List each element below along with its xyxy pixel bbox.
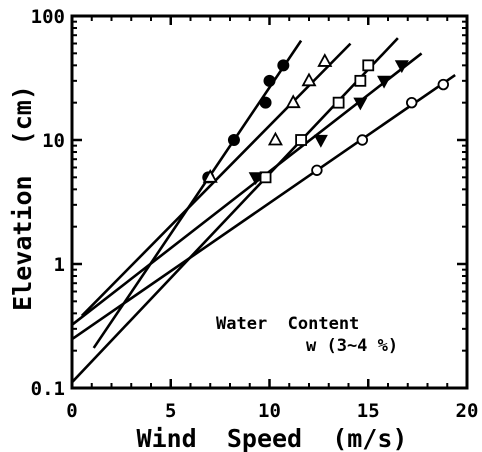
open-triangle-point: [267, 131, 283, 146]
annotation-line-2: w (3~4 %): [306, 336, 398, 356]
filled-triangle-down-point: [313, 134, 328, 148]
open-circle-point: [356, 134, 369, 146]
fit-line-open-square: [71, 37, 399, 384]
y-tick-label: 1: [54, 254, 65, 276]
filled-circle-point: [227, 134, 240, 146]
x-axis-ticks: 0 5 10 15 20: [66, 16, 478, 422]
fit-line-open-triangle: [80, 42, 352, 317]
open-triangle-point: [317, 53, 333, 67]
y-tick-label: 10: [42, 130, 65, 152]
open-circle-point: [406, 96, 418, 109]
filled-triangle-down-point: [394, 60, 409, 74]
open-square-point: [362, 59, 375, 72]
filled-circle-point: [263, 74, 276, 87]
open-square-point: [259, 171, 272, 184]
x-tick-label: 20: [456, 400, 479, 422]
x-tick-label: 0: [66, 400, 77, 422]
y-tick-label: 0.1: [31, 378, 65, 400]
x-tick-label: 5: [165, 400, 176, 422]
open-triangle-point: [301, 72, 317, 87]
y-axis-ticks: 0.1 1 10 100: [31, 6, 467, 400]
filled-circle-point: [259, 96, 272, 109]
open-circle-point: [311, 164, 323, 176]
y-axis-title: Elevation (cm): [8, 85, 37, 311]
open-triangle-point: [285, 94, 301, 109]
open-square-point: [295, 134, 308, 146]
fit-line-open-circle: [71, 73, 456, 341]
x-tick-label: 15: [357, 400, 380, 422]
filled-circle-point: [277, 59, 290, 72]
open-square-point: [354, 74, 367, 87]
y-tick-label: 100: [31, 6, 65, 28]
fit-line-filled-circle: [92, 39, 303, 349]
open-circle-point: [437, 78, 450, 91]
filled-triangle-down-point: [377, 75, 392, 89]
x-axis-title: Wind Speed (m/s): [137, 424, 408, 452]
x-tick-label: 10: [258, 400, 281, 422]
filled-triangle-down-point: [248, 172, 263, 186]
open-triangle-point: [202, 168, 218, 183]
filled-triangle-down-point: [353, 97, 368, 111]
fit-line-filled-triangle-down: [71, 52, 423, 326]
annotation-line-1: Water Content: [216, 314, 359, 334]
data-points: [202, 53, 450, 186]
open-square-point: [332, 96, 345, 109]
